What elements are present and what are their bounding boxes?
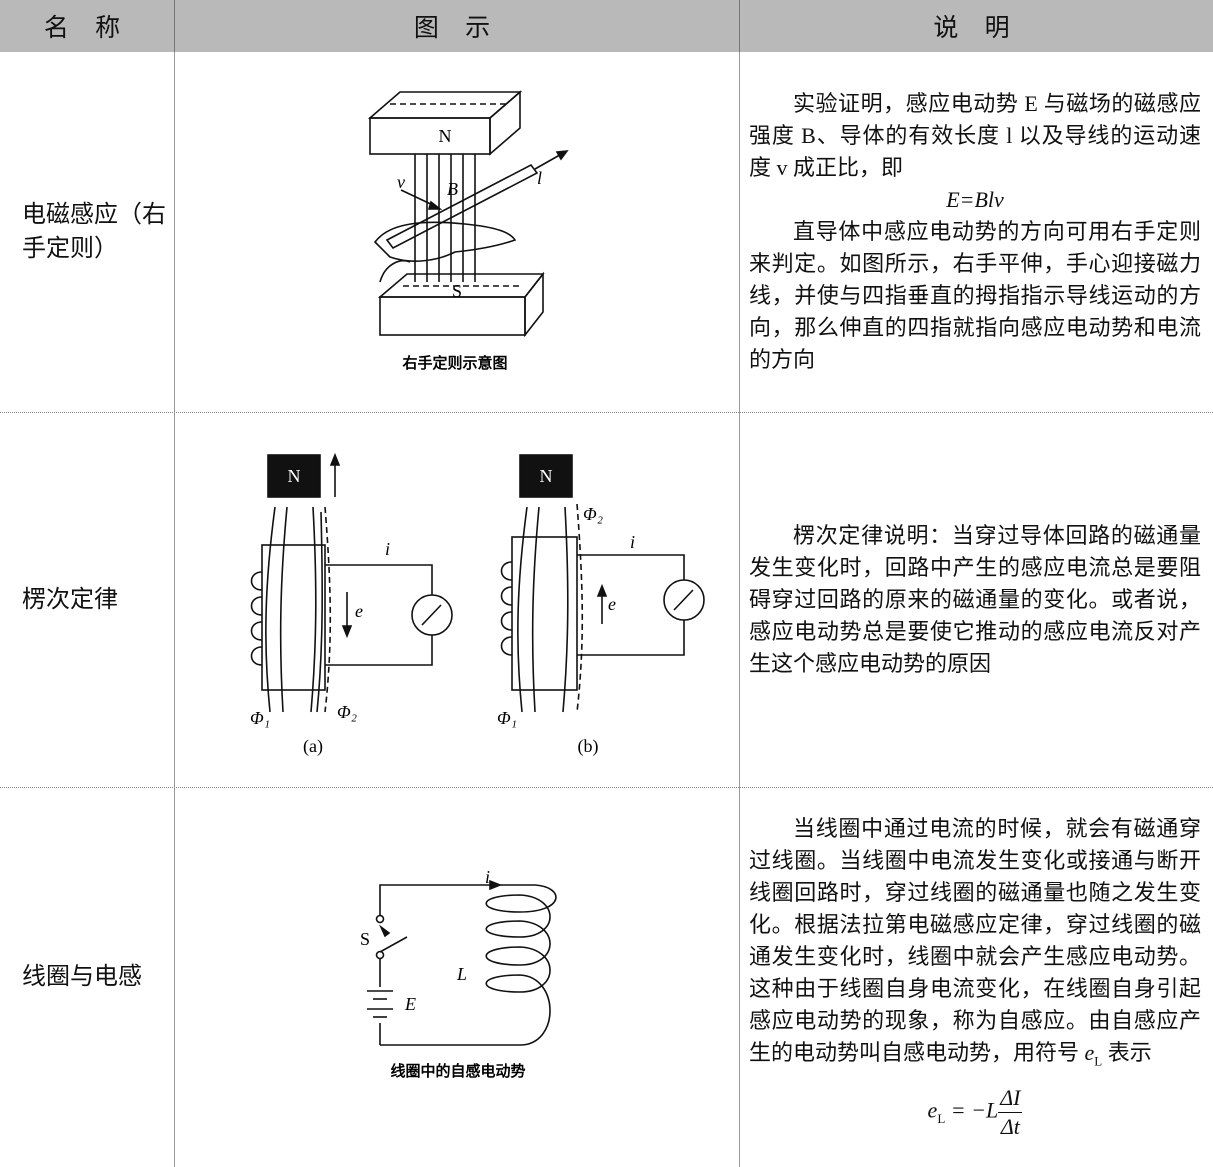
figure-label: v (397, 172, 405, 192)
name-text: 楞次定律 (22, 586, 118, 613)
figure-label: S (360, 929, 370, 949)
name-text: 线圈与电感 (22, 964, 142, 990)
formula-lhs: e (927, 1097, 938, 1123)
paragraph: 当线圈中通过电流的时候，就会有磁通穿过线圈。当线圈中电流发生变化或接通与断开线圈… (749, 813, 1201, 1077)
figure-label: i (385, 539, 390, 559)
figure-caption: 右手定则示意图 (402, 354, 507, 372)
figure-label: B (447, 179, 458, 199)
numerator: ΔI (998, 1084, 1023, 1113)
header-figure: 图 示 (175, 0, 740, 52)
figure-label: Φ₂ (583, 504, 603, 524)
paragraph: 直导体中感应电动势的方向可用右手定则来判定。如图所示，右手平伸，手心迎接磁力线，… (749, 219, 1201, 372)
figure-label: E (404, 994, 416, 1014)
figure: N i e Φ₁ Φ₂ (a) N Φ₂ i e Φ₁ (b) (250, 412, 740, 787)
header-name: 名 称 (0, 0, 175, 52)
formula-lhs-subscript: L (937, 1110, 946, 1126)
row-name: 线圈与电感 (0, 787, 175, 1167)
figure-label: e (608, 594, 616, 614)
figure-label: N (439, 126, 452, 146)
formula: eL = −L ΔI Δt (749, 1084, 1201, 1141)
formula-rhs: = −L (950, 1097, 999, 1123)
row-description: 实验证明，感应电动势 E 与磁场的磁感应强度 B、导体的有效长度 l 以及导线的… (740, 52, 1213, 412)
symbol-subscript: L (1094, 1053, 1103, 1069)
figure-label: i (630, 532, 635, 552)
row-description: 楞次定律说明：当穿过导体回路的磁通量发生变化时，回路中产生的感应电流总是要阻碍穿… (740, 412, 1213, 787)
figure-label: N (288, 466, 301, 486)
figure-label: Φ₂ (337, 702, 357, 722)
figure-label: e (355, 601, 363, 621)
row-name: 楞次定律 (0, 412, 175, 787)
row-description: 当线圈中通过电流的时候，就会有磁通穿过线圈。当线圈中电流发生变化或接通与断开线圈… (740, 787, 1213, 1167)
figure-label: N (540, 466, 553, 486)
formula: E=Blv (946, 187, 1004, 212)
figure: i S L E 线圈中的自感电动势 (360, 787, 740, 1167)
figure-label: S (452, 281, 462, 301)
row-name: 电磁感应（右手定则） (0, 52, 175, 412)
paragraph: 实验证明，感应电动势 E 与磁场的磁感应强度 B、导体的有效长度 l 以及导线的… (749, 91, 1201, 180)
figure-label: Φ₁ (250, 708, 270, 728)
row-divider (0, 787, 1213, 788)
figure-label: (a) (303, 736, 323, 757)
paragraph-text: 当线圈中通过电流的时候，就会有磁通穿过线圈。当线圈中电流发生变化或接通与断开线圈… (749, 816, 1201, 1066)
symbol: e (1084, 1040, 1095, 1066)
figure-caption: 线圈中的自感电动势 (390, 1062, 525, 1080)
header-description: 说 明 (740, 0, 1213, 52)
fraction: ΔI Δt (998, 1084, 1023, 1141)
figure-label: i (485, 867, 490, 887)
paragraph-text: 表示 (1107, 1040, 1152, 1066)
figure-label: (b) (578, 736, 599, 757)
figure-label: Φ₁ (497, 708, 517, 728)
name-text: 电磁感应（右手定则） (22, 202, 166, 262)
row-divider (0, 412, 1213, 413)
denominator: Δt (1000, 1113, 1020, 1139)
figure: N S v B l 右手定则示意图 (367, 52, 740, 412)
paragraph: 楞次定律说明：当穿过导体回路的磁通量发生变化时，回路中产生的感应电流总是要阻碍穿… (749, 522, 1201, 676)
figure-label: l (537, 168, 542, 188)
figure-label: L (456, 964, 467, 984)
